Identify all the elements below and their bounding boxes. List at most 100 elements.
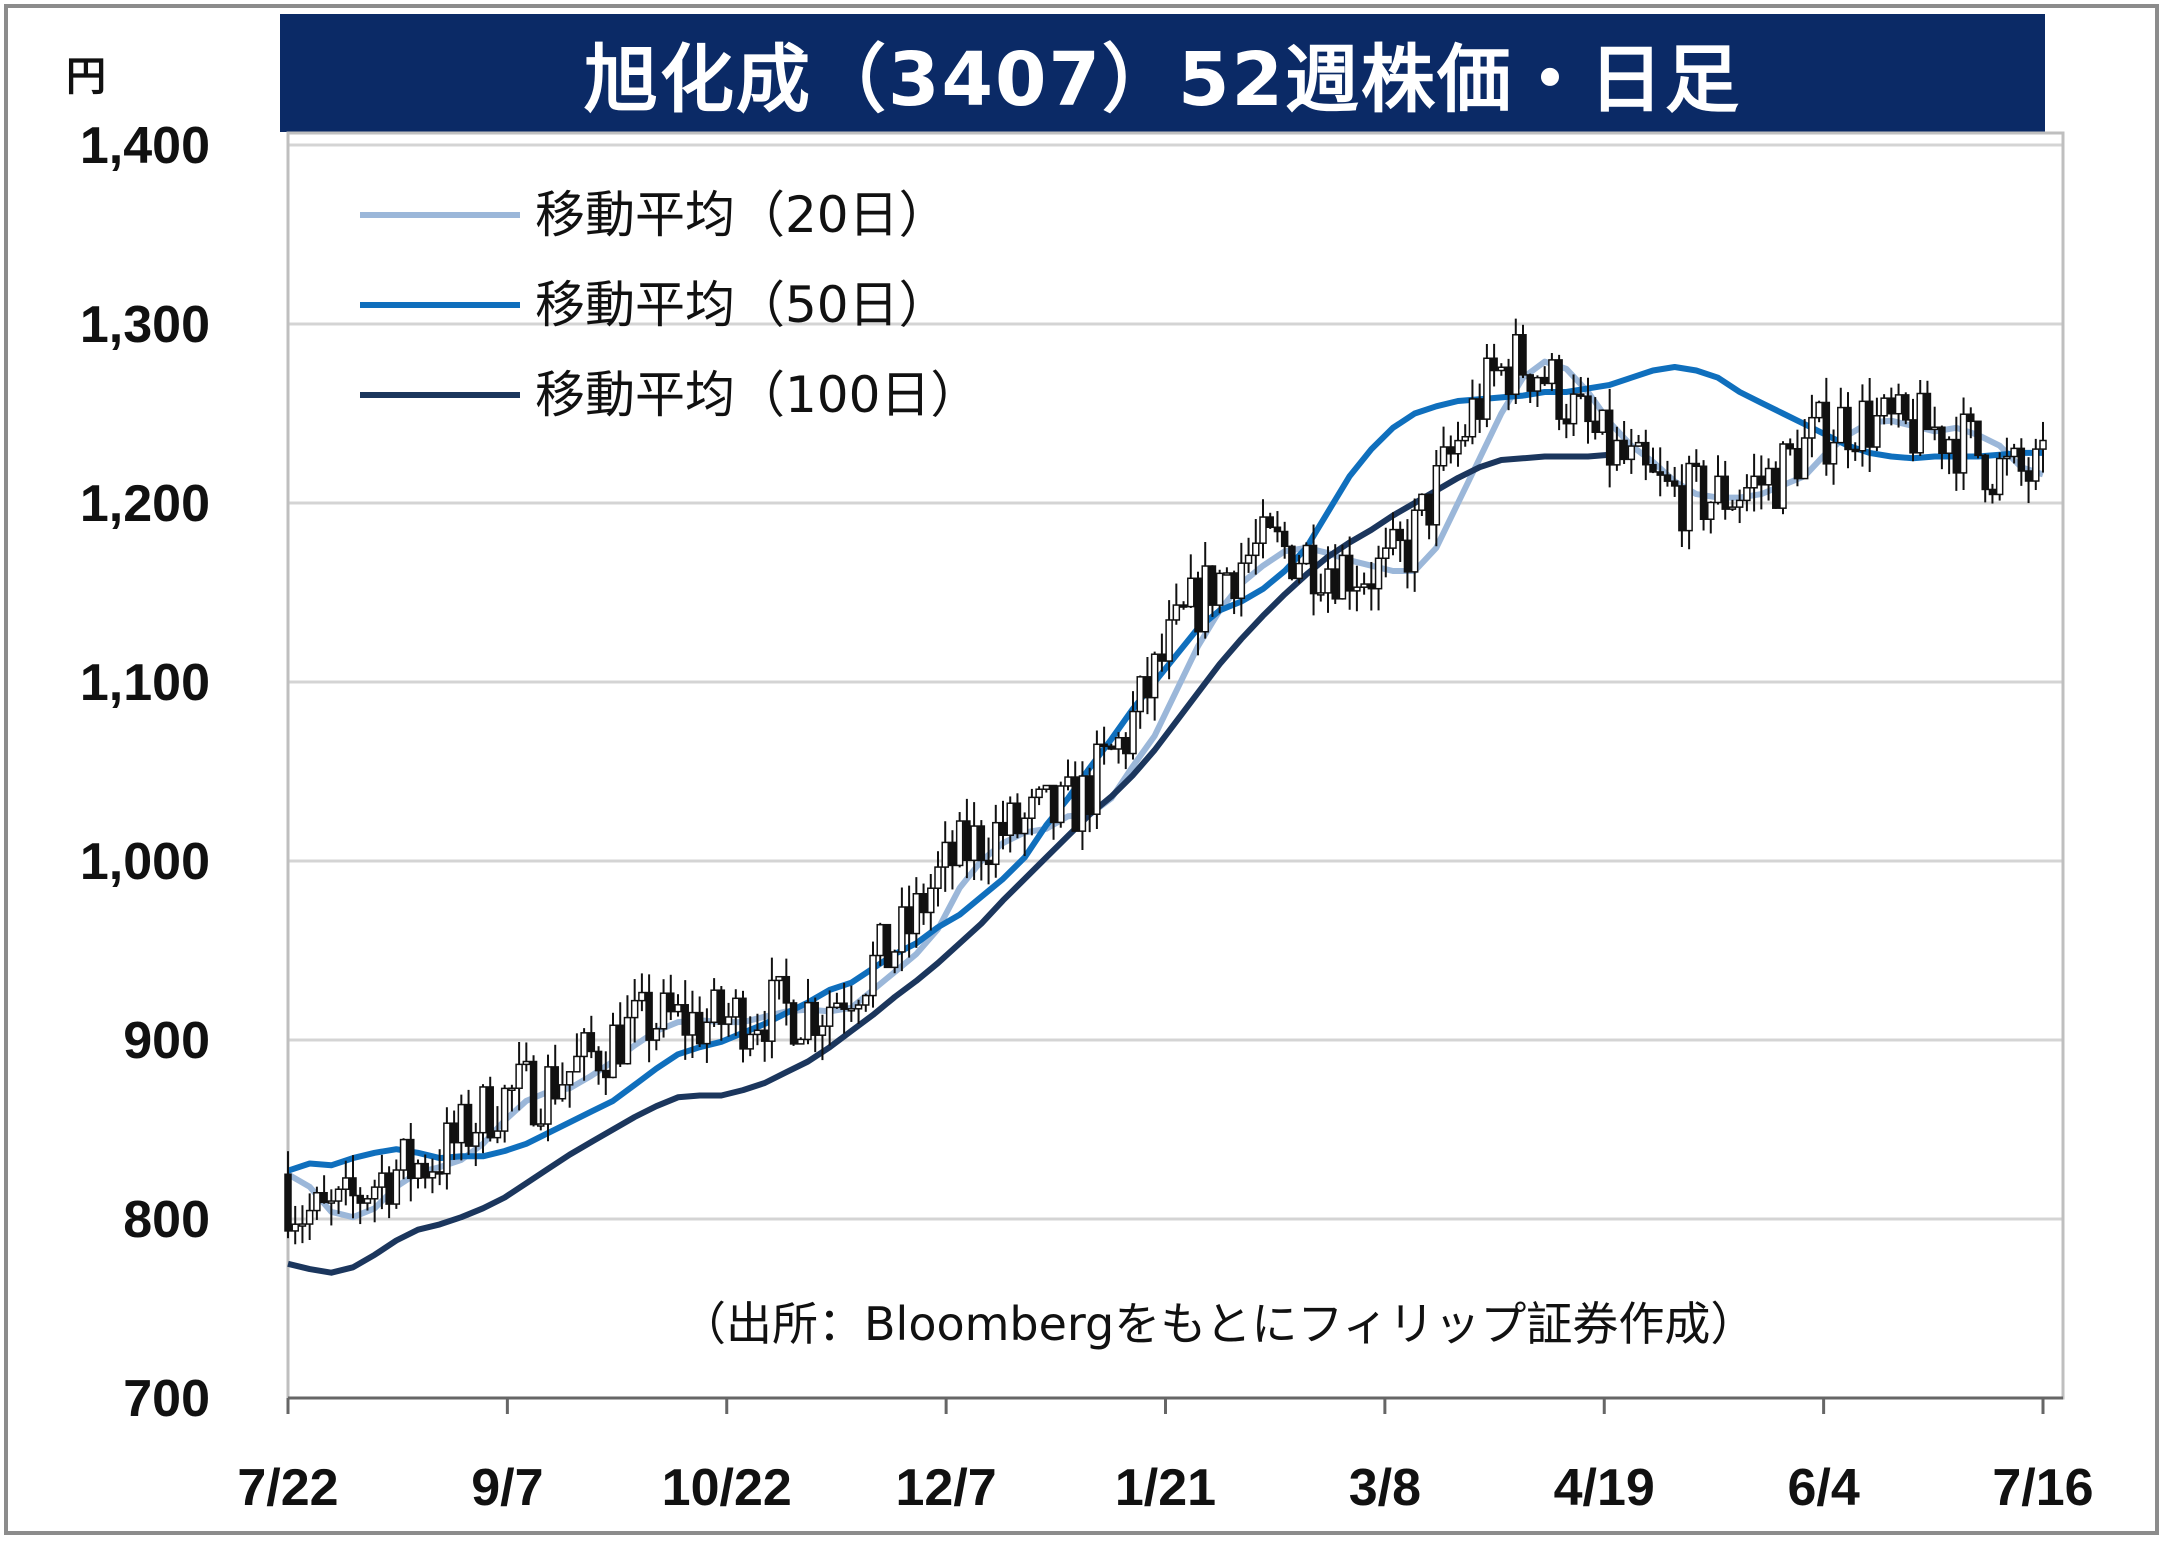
candle-body xyxy=(529,1060,538,1126)
candle-body xyxy=(363,1198,372,1204)
candle-body xyxy=(1143,676,1152,699)
candle-body xyxy=(970,825,978,862)
candle-body xyxy=(370,1186,379,1200)
candle-body xyxy=(1035,788,1043,799)
candle-body xyxy=(291,1223,299,1232)
candle-body xyxy=(1620,439,1628,461)
candle-body xyxy=(1692,462,1701,467)
candle-body xyxy=(1779,443,1787,509)
candle-body xyxy=(464,1103,473,1147)
candle-body xyxy=(544,1066,552,1125)
candle-body xyxy=(1714,475,1722,504)
candle-body xyxy=(515,1063,523,1089)
candle-body xyxy=(399,1138,408,1171)
candle-body xyxy=(1028,796,1036,819)
candle-body xyxy=(565,1071,574,1086)
y-tick-label: 1,000 xyxy=(80,833,210,891)
candle-body xyxy=(1822,401,1831,465)
candle-body xyxy=(421,1162,429,1179)
candle-body xyxy=(537,1123,545,1127)
candle-body xyxy=(681,1004,689,1036)
candle-body xyxy=(1981,454,1989,491)
candle-body xyxy=(1772,467,1780,509)
candle-body xyxy=(1432,465,1441,526)
candle-body xyxy=(1800,437,1809,480)
candle-body xyxy=(1389,528,1397,549)
candle-body xyxy=(1656,471,1664,476)
candle-body xyxy=(1244,554,1253,564)
candle-body xyxy=(1447,446,1455,455)
candle-body xyxy=(1764,467,1773,486)
candle-body xyxy=(1743,487,1751,502)
candle-body xyxy=(522,1060,531,1066)
candle-body xyxy=(450,1122,458,1144)
candle-body xyxy=(1577,393,1585,397)
candle-body xyxy=(674,1004,682,1013)
candle-body xyxy=(1425,493,1433,526)
candle-body xyxy=(768,979,776,1042)
candle-body xyxy=(1707,501,1715,520)
candle-body xyxy=(1317,592,1325,596)
candle-body xyxy=(392,1169,401,1205)
candle-body xyxy=(862,994,870,1006)
candle-body xyxy=(602,1069,610,1079)
candle-body xyxy=(739,997,747,1050)
candle-body xyxy=(349,1177,357,1197)
candle-body xyxy=(472,1131,480,1147)
candle-body xyxy=(1093,743,1101,815)
candle-body xyxy=(500,1087,509,1132)
candle-body xyxy=(1410,509,1419,573)
candle-body xyxy=(298,1223,307,1227)
candle-body xyxy=(1187,577,1195,608)
candle-body xyxy=(1562,418,1571,425)
candle-body xyxy=(818,1025,827,1036)
candle-body xyxy=(1057,785,1065,824)
candle-body xyxy=(1078,775,1087,832)
candle-body xyxy=(782,975,791,1004)
candle-body xyxy=(1280,530,1289,548)
candle-body xyxy=(407,1138,415,1180)
x-tick-label: 3/8 xyxy=(1349,1459,1421,1517)
candle-body xyxy=(1555,359,1563,420)
candle-body xyxy=(1129,710,1137,755)
x-tick-label: 7/16 xyxy=(1992,1459,2093,1517)
candle-body xyxy=(963,820,971,862)
candle-body xyxy=(1331,568,1339,600)
candle-body xyxy=(356,1194,364,1204)
candle-body xyxy=(1512,334,1520,396)
candle-body xyxy=(320,1191,328,1204)
y-tick-label: 1,200 xyxy=(80,475,210,533)
candle-body xyxy=(1122,736,1130,755)
moving-average-line xyxy=(287,451,1610,1276)
candle-body xyxy=(948,841,957,867)
candle-body xyxy=(927,887,935,914)
candle-body xyxy=(1916,392,1924,454)
candle-body xyxy=(1526,374,1534,392)
candle-body xyxy=(1591,420,1599,433)
candle-body xyxy=(1605,409,1614,466)
candle-body xyxy=(1808,416,1816,439)
candle-body xyxy=(508,1087,516,1091)
candle-body xyxy=(1309,544,1318,595)
candle-body xyxy=(645,991,653,1041)
candle-body xyxy=(1324,568,1332,594)
candle-body xyxy=(630,999,639,1019)
candle-body xyxy=(1454,439,1462,455)
candle-body xyxy=(1548,359,1556,385)
tick-labels: 700 800 900 1,000 1,100 1,200 1,300 1,400 7/22 9/… xyxy=(80,117,2094,1517)
candle-body xyxy=(638,991,646,1002)
candle-body xyxy=(840,1002,848,1010)
y-tick-label: 800 xyxy=(123,1191,210,1249)
candle-body xyxy=(1685,462,1693,532)
candle-body xyxy=(695,1011,704,1045)
candle-body xyxy=(1909,419,1917,454)
candle-body xyxy=(1085,775,1094,815)
legend-label: 移動平均（50日） xyxy=(535,276,949,334)
candle-body xyxy=(623,1016,632,1065)
y-tick-label: 1,300 xyxy=(80,296,210,354)
candle-body xyxy=(1988,488,1997,496)
candle-body xyxy=(919,892,928,914)
candle-body xyxy=(1418,493,1426,511)
y-tick-label: 1,100 xyxy=(80,654,210,712)
candle-body xyxy=(1042,784,1051,790)
